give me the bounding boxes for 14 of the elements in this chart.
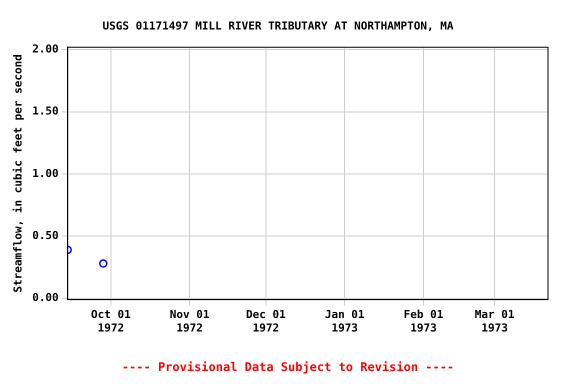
y-tick-label: 0.50 <box>32 229 59 242</box>
text: ---- Provisional Data Subject to Revision ---- <box>120 360 456 374</box>
y-tick-label: 0.00 <box>32 291 59 304</box>
y-axis-title: Streamflow, in cubic feet per second <box>11 54 24 293</box>
x-tick-label: Jan 01 1973 <box>324 308 365 334</box>
x-tick-label: Feb 01 1973 <box>404 308 444 334</box>
chart-title: USGS 01171497 MILL RIVER TRIBUTARY AT NORTHAMPTON, MA <box>102 19 454 32</box>
y-tick-label: 1.50 <box>32 104 59 118</box>
x-tick-label: Oct 01 1972 <box>91 308 132 334</box>
x-tick-label: Nov 01 1972 <box>170 308 210 334</box>
x-tick-label: Mar 01 1973 <box>474 308 515 334</box>
y-tick-label: 2.00 <box>32 42 59 56</box>
x-tick-label: Dec 01 1972 <box>246 308 286 334</box>
y-tick-label: 1.00 <box>32 166 59 180</box>
